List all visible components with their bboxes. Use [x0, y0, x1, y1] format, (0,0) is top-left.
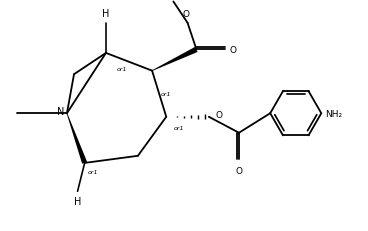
Text: H: H [74, 196, 81, 206]
Text: O: O [215, 111, 222, 120]
Text: O: O [229, 46, 236, 55]
Text: or1: or1 [161, 92, 171, 97]
Text: N: N [57, 107, 64, 117]
Text: or1: or1 [117, 67, 127, 72]
Text: or1: or1 [173, 125, 184, 130]
Text: O: O [182, 10, 189, 19]
Text: or1: or1 [88, 170, 99, 174]
Polygon shape [67, 114, 87, 164]
Text: O: O [236, 166, 243, 175]
Polygon shape [152, 48, 198, 72]
Text: H: H [102, 9, 110, 19]
Text: NH₂: NH₂ [325, 109, 342, 118]
